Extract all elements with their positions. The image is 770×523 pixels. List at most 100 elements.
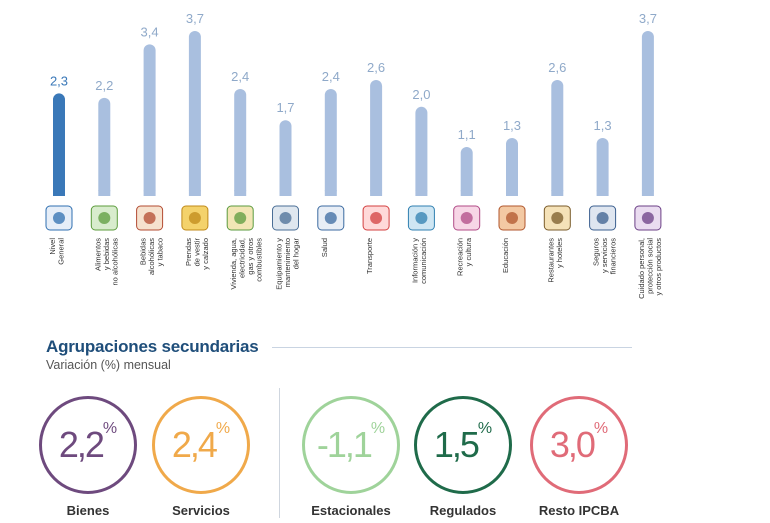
bar-base — [370, 190, 383, 196]
indicator-number: 3,0 — [549, 424, 596, 465]
category-label: Equipamiento ymantenimientodel hogar — [275, 238, 301, 290]
category-label: Información ycomunicación — [410, 238, 428, 284]
indicator-number: 2,4 — [171, 424, 218, 465]
icon-mark — [596, 212, 609, 224]
bar-value-label: 2,2 — [95, 78, 113, 93]
percent-sign: % — [102, 420, 118, 437]
bar-value-label: 1,3 — [503, 118, 521, 133]
bar-base — [188, 190, 201, 196]
bar-base — [641, 190, 654, 196]
icon-mark — [53, 212, 65, 224]
icon-mark — [98, 212, 111, 224]
car-icon — [362, 205, 390, 231]
category-label: Educación — [501, 238, 510, 273]
doctor-icon — [317, 205, 345, 231]
indicator-circle: 2,2% — [39, 396, 137, 494]
indicator-value: 3,0% — [533, 420, 625, 466]
bar-chart: 2,3 NivelGeneral 2,2 Alimentosy bebidasno a… — [45, 11, 663, 299]
bar — [596, 138, 609, 196]
bar — [370, 80, 383, 196]
bar — [98, 97, 111, 196]
bar-base — [460, 190, 473, 196]
bar-base — [234, 190, 247, 196]
icon-mark — [324, 212, 337, 224]
indicator-circle: 3,0% — [530, 396, 628, 494]
computer-icon — [407, 205, 435, 231]
icon-mark — [234, 212, 247, 224]
indicator-circle: 2,4% — [152, 396, 250, 494]
house-icon — [226, 205, 254, 231]
bar-base — [143, 190, 156, 196]
indicator-value: 2,2% — [42, 420, 134, 466]
category-label: Salud — [320, 238, 329, 257]
bar-base — [53, 190, 65, 196]
bar-base — [98, 190, 111, 196]
indicator-number: 2,2 — [58, 424, 105, 465]
category-label: Cuidado personal,protección socialy otro… — [637, 238, 663, 299]
percent-sign: % — [370, 420, 386, 437]
category-label: Prendasde vestiry calzado — [184, 238, 210, 270]
bar-value-label: 1,7 — [276, 100, 294, 115]
group-divider — [279, 388, 280, 518]
bar-base — [596, 190, 609, 196]
food-basket-icon — [90, 205, 118, 231]
bank-icon — [589, 205, 617, 231]
percent-sign: % — [477, 420, 493, 437]
icon-mark — [370, 212, 383, 224]
bar — [188, 31, 201, 196]
icon-mark — [641, 212, 654, 224]
category-label: NivelGeneral — [48, 238, 66, 265]
icon-mark — [143, 212, 156, 224]
category-label: Restaurantesy hoteles — [546, 238, 564, 283]
bar-value-label: 2,4 — [322, 69, 340, 84]
category-label: Segurosy serviciosfinancieros — [592, 238, 618, 275]
bar-value-label: 2,3 — [50, 73, 68, 88]
bar-base — [506, 190, 518, 196]
bar-value-label: 2,4 — [231, 69, 249, 84]
indicator-value: 2,4% — [155, 420, 247, 466]
indicator-number: -1,1 — [316, 424, 373, 465]
bar-base — [324, 190, 337, 196]
category-label: Transporte — [365, 238, 374, 274]
percent-sign: % — [215, 420, 231, 437]
bar-base — [415, 190, 428, 196]
icon-mark — [506, 212, 518, 224]
indicator-label: Resto IPCBA — [538, 503, 620, 518]
indicator-circle: -1,1% — [302, 396, 400, 494]
bar — [234, 88, 247, 196]
bar-value-label: 1,1 — [458, 127, 476, 142]
bar-value-label: 2,6 — [367, 60, 385, 75]
ipc-ba-logo-icon — [45, 205, 73, 231]
clothing-icon — [181, 205, 209, 231]
bar-base — [551, 190, 564, 196]
icon-mark — [551, 212, 564, 224]
icon-mark — [460, 212, 473, 224]
bar-value-label: 3,7 — [186, 11, 204, 26]
bar-base — [279, 190, 292, 196]
indicator-value: -1,1% — [305, 420, 397, 466]
appliance-icon — [272, 205, 299, 231]
icon-mark — [415, 212, 428, 224]
indicator-label: Servicios — [172, 503, 230, 518]
bar — [506, 138, 518, 196]
bar — [143, 44, 156, 196]
section-title: Agrupaciones secundarias — [46, 337, 259, 356]
bar — [415, 106, 428, 196]
bar — [279, 120, 292, 196]
category-label: Alimentosy bebidasno alcohólicas — [93, 238, 119, 286]
bar — [551, 80, 564, 196]
bar-value-label: 3,4 — [141, 24, 159, 39]
bar-value-label: 2,0 — [412, 87, 430, 102]
bar — [460, 146, 473, 196]
bar-value-label: 2,6 — [548, 60, 566, 75]
wine-bottle-icon — [136, 205, 164, 231]
indicator-number: 1,5 — [433, 424, 480, 465]
indicator-value: 1,5% — [417, 420, 509, 466]
personal-care-icon — [634, 205, 662, 231]
bar-value-label: 1,3 — [594, 118, 612, 133]
icon-mark — [188, 212, 201, 224]
category-label: Bebidasalcohólicasy tabaco — [139, 238, 165, 275]
dining-icon — [543, 205, 571, 231]
section-subtitle: Variación (%) mensual — [46, 358, 171, 372]
indicator-label: Bienes — [66, 503, 110, 518]
